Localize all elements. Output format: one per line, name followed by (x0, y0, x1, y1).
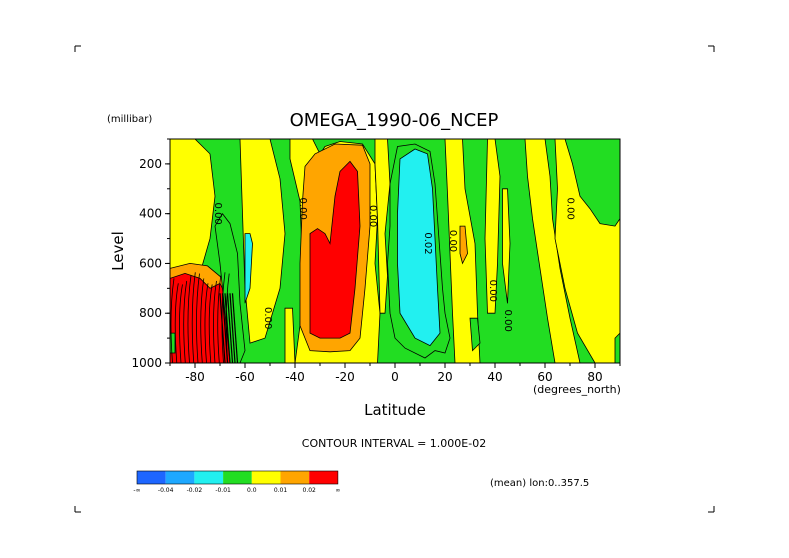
dense-contour-line (204, 283, 209, 363)
colorbar-label: -0.04 (158, 487, 174, 494)
dense-contour-line (226, 293, 234, 363)
dense-contour-line (179, 284, 183, 363)
mean-longitude-note: (mean) lon:0..357.5 (490, 478, 589, 489)
dense-contour-line (170, 278, 175, 363)
dense-contour-line (221, 293, 229, 363)
colorbar: -∞ -0.04 -0.02 -0.01 0.0 0.01 0.02 ∞ (133, 470, 340, 494)
colorbar-label: 0.02 (303, 487, 317, 494)
contour-label: 0.00 (447, 230, 458, 252)
y-axis-label: Level (109, 231, 127, 271)
dense-contour-line (187, 275, 192, 363)
x-axis-label: Latitude (364, 401, 426, 419)
x-units-label: (degrees_north) (533, 383, 621, 396)
contour-region-9 (524, 139, 581, 363)
dense-contour-line (213, 280, 217, 363)
dense-contour-line (229, 293, 236, 363)
colorbar-swatch (251, 471, 281, 484)
dense-contour-line (174, 283, 179, 363)
contour-label: 0.00 (297, 198, 308, 220)
x-tick-label: 20 (437, 370, 452, 384)
dense-contour-line (231, 293, 239, 363)
contour-label: 0.00 (487, 280, 498, 302)
contour-region-10 (554, 139, 620, 363)
dense-contour-line (196, 273, 200, 363)
colorbar-swatch (165, 471, 195, 484)
contour-label: 0.00 (367, 205, 378, 227)
x-tick-label: 0 (391, 370, 399, 384)
contour-region-19 (469, 317, 481, 352)
dense-contour-lines (170, 272, 239, 363)
contour-region-7 (484, 139, 501, 314)
contour-region-3 (284, 307, 296, 363)
colorbar-frame (136, 470, 339, 485)
x-tick-label: -20 (335, 370, 355, 384)
x-tick-label: 60 (537, 370, 552, 384)
colorbar-label: 0.01 (274, 487, 288, 494)
colorbar-label: -0.01 (215, 487, 231, 494)
contour-label: 0.00 (502, 310, 513, 332)
x-tick-label: 40 (487, 370, 502, 384)
colorbar-swatch (223, 471, 252, 484)
colorbar-swatch (194, 471, 224, 484)
contour-label: 0.00 (262, 307, 273, 329)
contour-region-21 (397, 148, 441, 347)
contour-fills (170, 139, 620, 363)
colorbar-label: ∞ (335, 487, 340, 494)
contour-region-22 (244, 233, 253, 304)
y-tick-label: 200 (139, 157, 162, 171)
y-tick-label: 1000 (131, 356, 162, 370)
dense-contour-line (217, 275, 222, 363)
chart-title: OMEGA_1990-06_NCEP (290, 110, 499, 131)
contour-label: 0.00 (565, 198, 576, 220)
y-units-label: (millibar) (107, 114, 152, 125)
dense-contour-line (191, 272, 196, 363)
y-tick-label: 800 (139, 306, 162, 320)
dense-contour-line (183, 280, 188, 363)
contour-label: 0.00 (212, 203, 223, 225)
x-tick-label: -40 (285, 370, 305, 384)
colorbar-label: -∞ (133, 487, 140, 494)
contour-region-8 (502, 188, 511, 304)
dense-contour-line (200, 278, 205, 363)
contour-interval-text: CONTOUR INTERVAL = 1.000E-02 (302, 437, 486, 450)
x-tick-label: 80 (587, 370, 602, 384)
contour-region-13 (459, 225, 468, 265)
x-tick-label: -60 (235, 370, 255, 384)
colorbar-label: -0.02 (187, 487, 203, 494)
dense-contour-line (208, 284, 213, 363)
dense-contour-line (219, 293, 226, 363)
corner-marks (74, 45, 715, 513)
contour-region-15 (309, 160, 361, 339)
y-tick-label: 600 (139, 256, 162, 270)
colorbar-label: 0.0 (247, 487, 257, 494)
dense-contour-line (224, 293, 231, 363)
colorbar-swatch (137, 471, 166, 484)
contour-label: 0.02 (422, 232, 433, 254)
x-tick-label: -80 (185, 370, 205, 384)
colorbar-swatch (309, 471, 338, 484)
contour-region-5 (374, 139, 391, 314)
y-tick-label: 400 (139, 207, 162, 221)
contour-region-20 (614, 332, 620, 363)
contour-region-2 (239, 139, 286, 344)
plot-area: 0.00 0.00 0.00 0.00 0.02 0.00 0.00 0.00 0.00 (169, 138, 621, 364)
colorbar-swatch (280, 471, 310, 484)
x-axis: -80 -60 -40 -20 0 20 40 60 80 (169, 363, 621, 384)
contour-labels: 0.00 0.00 0.00 0.00 0.02 0.00 0.00 0.00 0.00 (212, 198, 576, 332)
y-axis: 200 400 600 800 1000 (131, 138, 170, 370)
